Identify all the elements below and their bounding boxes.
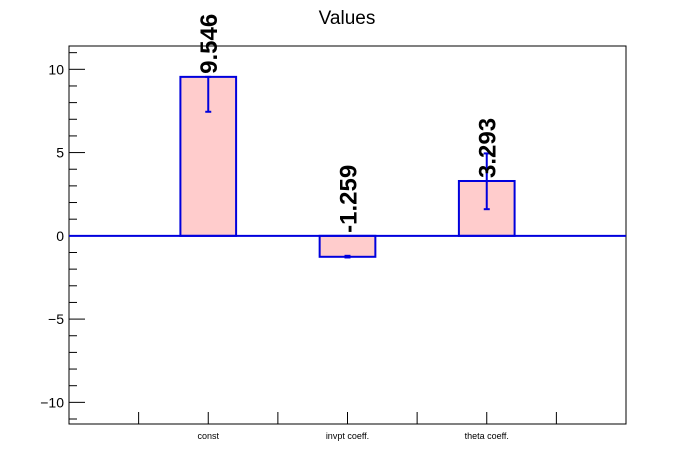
- value-labels: 9.546 -1.259 3.293: [196, 14, 502, 233]
- x-axis: const invpt coeff. theta coeff.: [138, 412, 557, 441]
- y-tick-label: 0: [56, 228, 64, 244]
- value-label: -1.259: [336, 165, 363, 233]
- category-label: const: [197, 431, 219, 441]
- category-label: theta coeff.: [465, 431, 509, 441]
- y-tick-label: −10: [40, 394, 64, 410]
- value-label: 9.546: [196, 14, 223, 74]
- bar-invpt-coeff-: [318, 234, 377, 258]
- category-label: invpt coeff.: [326, 431, 369, 441]
- y-tick-label: 5: [56, 145, 64, 161]
- y-tick-label: 10: [48, 61, 64, 77]
- y-tick-label: −5: [48, 311, 64, 327]
- bar-series: [69, 75, 626, 259]
- value-label: 3.293: [475, 118, 502, 178]
- chart-title: Values: [319, 8, 376, 29]
